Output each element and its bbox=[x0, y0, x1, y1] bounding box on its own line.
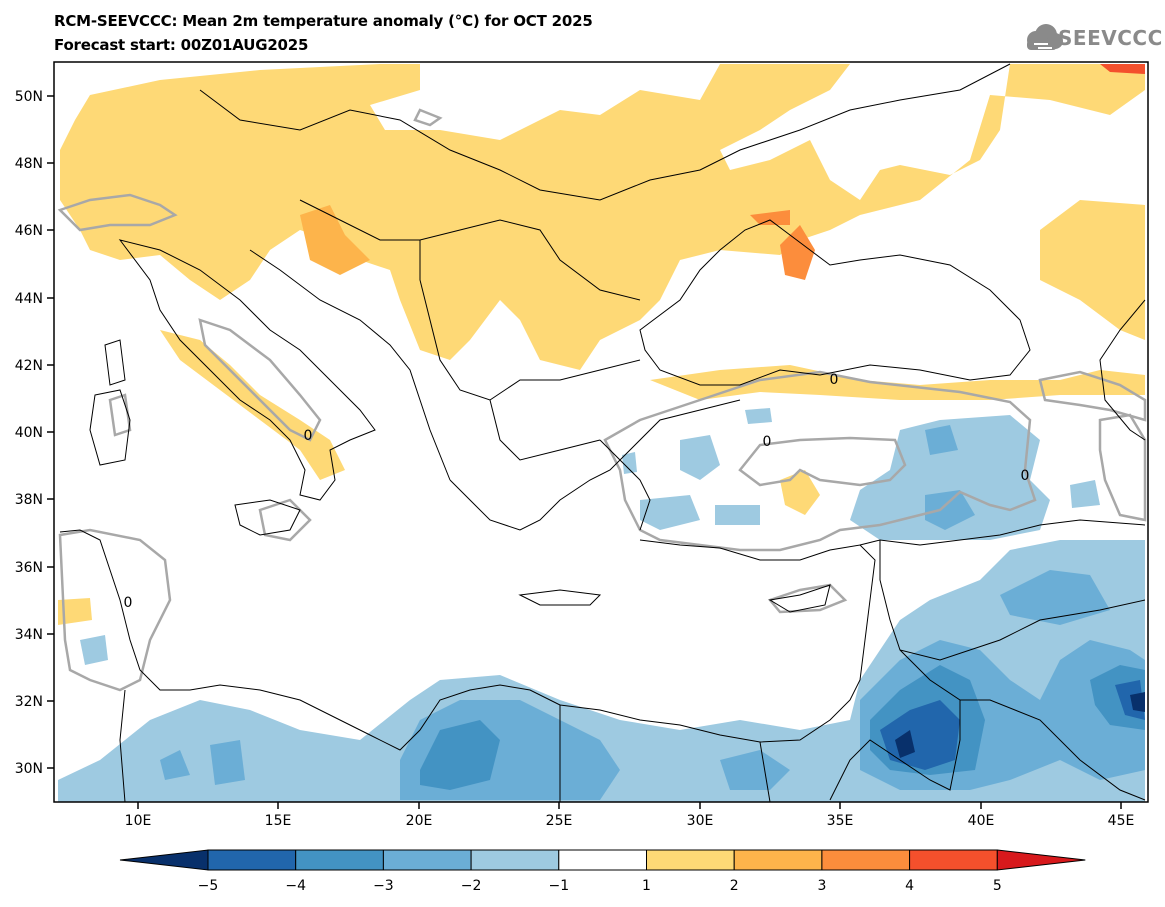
colorbar-min-arrow bbox=[119, 849, 209, 871]
contour-label: 0 bbox=[304, 428, 313, 444]
lat-tick-label: 30N bbox=[15, 761, 43, 777]
lon-tick-label: 40E bbox=[968, 813, 995, 829]
contour-label: 0 bbox=[763, 434, 772, 450]
warm-anomaly-italy-coast bbox=[160, 330, 345, 480]
colorbar-tick-label: −2 bbox=[461, 878, 482, 894]
warm-anomaly-ne-corner bbox=[1100, 64, 1145, 74]
lat-tick-label: 40N bbox=[15, 425, 43, 441]
cold-anomaly-patch-2 bbox=[640, 495, 700, 530]
colorbar-tick-label: 1 bbox=[642, 878, 651, 894]
lon-tick-label: 45E bbox=[1108, 813, 1135, 829]
lat-tick-label: 38N bbox=[15, 492, 43, 508]
cold-anomaly-5-iraq bbox=[1130, 692, 1145, 712]
colorbar-swatch bbox=[733, 849, 823, 871]
colorbar-tick-label: −3 bbox=[373, 878, 394, 894]
colorbar-swatch bbox=[646, 849, 735, 871]
coastlines-and-borders bbox=[59, 63, 1146, 802]
colorbar: −5 −4 −3 −2 −1 1 2 3 4 5 bbox=[119, 849, 1086, 894]
cold-anomaly-3-4 bbox=[420, 720, 500, 790]
colorbar-tick-label: 5 bbox=[993, 878, 1002, 894]
colorbar-swatch bbox=[470, 849, 560, 871]
cloud-logo-icon bbox=[1027, 24, 1063, 50]
colorbar-tick-label: 2 bbox=[730, 878, 739, 894]
map-title: RCM-SEEVCCC: Mean 2m temperature anomaly… bbox=[54, 12, 593, 30]
cold-anomaly-2-3-africa-w bbox=[160, 750, 190, 780]
cold-anomaly-2-3-turkey bbox=[925, 490, 975, 530]
contour-label: 0 bbox=[124, 595, 133, 611]
warm-anomaly-east bbox=[1040, 200, 1145, 340]
colorbar-tick-label: 4 bbox=[905, 878, 914, 894]
colorbar-swatch bbox=[909, 849, 998, 871]
cold-anomaly-patch-1 bbox=[680, 435, 720, 480]
warm-anomaly-region bbox=[60, 64, 1145, 370]
longitude-axis bbox=[137, 802, 1122, 809]
colorbar-tick-label: −4 bbox=[285, 878, 306, 894]
cold-anomaly-2-3-egypt bbox=[720, 750, 790, 790]
cold-anomaly-2-3-africa-w2 bbox=[210, 740, 245, 785]
lat-tick-label: 46N bbox=[15, 223, 43, 239]
cold-anomaly-2-3-syria bbox=[1000, 570, 1110, 625]
logo-text: SEEVCCC bbox=[1058, 26, 1163, 50]
cold-anomaly-patch-3 bbox=[715, 505, 760, 525]
zero-contours bbox=[57, 108, 1147, 692]
cold-anomaly-2-3-turkey-b bbox=[925, 425, 958, 455]
lat-tick-label: 42N bbox=[15, 358, 43, 374]
latitude-axis bbox=[47, 95, 54, 769]
lon-tick-label: 30E bbox=[687, 813, 714, 829]
lon-tick-label: 10E bbox=[125, 813, 152, 829]
colorbar-tick-label: −5 bbox=[198, 878, 219, 894]
warm-anomaly-left bbox=[58, 598, 92, 625]
colorbar-tick-label: −1 bbox=[548, 878, 569, 894]
lon-tick-label: 25E bbox=[546, 813, 573, 829]
lon-tick-label: 20E bbox=[406, 813, 433, 829]
lon-tick-label: 15E bbox=[265, 813, 292, 829]
colorbar-swatch bbox=[558, 849, 647, 871]
cold-anomaly-5 bbox=[895, 730, 915, 758]
anomaly-field bbox=[57, 63, 1147, 802]
cold-anomaly-patch-4 bbox=[745, 408, 772, 424]
lat-tick-label: 44N bbox=[15, 291, 43, 307]
colorbar-swatch bbox=[295, 849, 384, 871]
colorbar-swatch bbox=[821, 849, 911, 871]
colorbar-max-arrow bbox=[996, 849, 1086, 871]
colorbar-tick-label: 3 bbox=[817, 878, 826, 894]
lat-tick-label: 50N bbox=[15, 89, 43, 105]
cold-anomaly-patch-7 bbox=[622, 452, 637, 474]
contour-label: 0 bbox=[1021, 468, 1030, 484]
warm-anomaly-2-3 bbox=[300, 205, 370, 275]
warm-anomaly-3-4 bbox=[750, 210, 790, 225]
warm-anomaly-turkey-north bbox=[650, 365, 1145, 400]
colorbar-swatch bbox=[207, 849, 297, 871]
cold-anomaly-patch-5 bbox=[1070, 480, 1100, 508]
lat-tick-label: 34N bbox=[15, 627, 43, 643]
lat-tick-label: 36N bbox=[15, 560, 43, 576]
warm-anomaly-crimea bbox=[780, 225, 815, 280]
contour-label: 0 bbox=[830, 372, 839, 388]
lon-tick-label: 35E bbox=[827, 813, 854, 829]
colorbar-swatch bbox=[382, 849, 472, 871]
cold-anomaly-patch-6 bbox=[80, 635, 108, 665]
lat-tick-label: 32N bbox=[15, 694, 43, 710]
lat-tick-label: 48N bbox=[15, 156, 43, 172]
forecast-start-label: Forecast start: 00Z01AUG2025 bbox=[54, 36, 309, 54]
